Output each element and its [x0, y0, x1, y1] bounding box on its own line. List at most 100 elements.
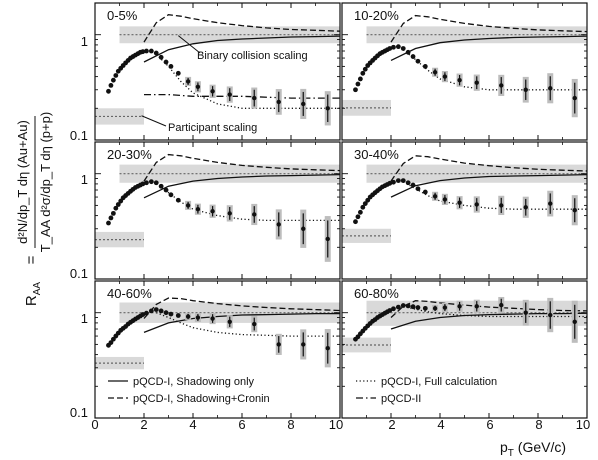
data-point	[362, 66, 368, 72]
data-point	[148, 308, 154, 314]
panel-title: 60-80%	[354, 286, 399, 301]
data-point	[144, 310, 149, 316]
data-point	[357, 209, 363, 215]
data-point	[362, 201, 368, 207]
annotation-participant-arrow	[141, 115, 167, 127]
y-tick-label-top-1: 1	[81, 34, 88, 49]
data-point	[168, 63, 174, 69]
x-axis-title-unit: (GeV/c)	[514, 439, 566, 455]
data-point	[227, 92, 232, 97]
data-point	[415, 305, 421, 310]
data-point	[252, 321, 257, 327]
data-point	[523, 310, 528, 315]
annotation-participant-scaling: Participant scaling	[168, 122, 257, 134]
data-point	[360, 70, 366, 76]
curve-dashed	[390, 155, 588, 182]
panel-10-20%: 10-20%	[341, 2, 588, 141]
y-tick-label-mid-01: 0.1	[70, 266, 88, 281]
x-tick-label-left-4: 4	[189, 417, 196, 432]
data-point	[442, 74, 448, 79]
data-point	[387, 180, 393, 186]
curve-solid	[390, 312, 588, 330]
data-point	[144, 180, 149, 186]
data-point	[175, 70, 181, 76]
legend-label: pQCD-II	[381, 393, 421, 405]
y-axis-title-raa: RAA	[23, 282, 43, 307]
curve-solid	[390, 173, 588, 198]
data-point	[405, 49, 411, 55]
data-point	[400, 46, 406, 51]
y-axis-title-numerator: d²N/dp_T dη (Au+Au)	[15, 120, 30, 244]
x-tick-label-right-4: 4	[437, 417, 444, 432]
data-point	[158, 183, 164, 189]
data-point	[432, 70, 438, 75]
data-point	[140, 49, 146, 55]
data-point	[252, 212, 257, 217]
data-point	[422, 189, 428, 195]
y-axis-title-r: R	[23, 295, 40, 306]
data-point	[113, 73, 119, 78]
x-tick-label-right-8: 8	[535, 417, 542, 432]
data-point	[395, 178, 401, 183]
data-point	[415, 58, 421, 64]
data-point	[457, 304, 462, 309]
data-point	[106, 88, 111, 94]
data-point	[405, 303, 411, 309]
data-point	[325, 106, 330, 111]
data-point	[353, 87, 358, 93]
panels-layer: 0-5% 10-20% 20-30% 30-40% 40-60% 60-80% Binary…	[94, 2, 588, 419]
panel-title: 30-40%	[354, 147, 399, 162]
panel-0-5%: 0-5%	[94, 2, 341, 141]
data-point	[276, 342, 281, 347]
panel-60-80%: 60-80%	[341, 280, 588, 419]
data-point	[572, 319, 577, 324]
curve-dashdot	[144, 93, 340, 99]
data-point	[357, 76, 363, 82]
data-point	[360, 204, 366, 210]
legend-label: pQCD-I, Shadowing only	[133, 376, 255, 388]
data-point	[158, 54, 164, 60]
annotations: Binary collision scaling Participant scal…	[141, 35, 308, 134]
x-tick-label-right-6: 6	[486, 417, 493, 432]
data-point	[110, 210, 116, 216]
data-point	[144, 48, 149, 54]
data-point	[158, 308, 164, 314]
y-axis-title-r-sub: AA	[32, 282, 43, 296]
data-point	[168, 311, 174, 317]
data-point	[432, 194, 438, 199]
data-point	[301, 226, 306, 231]
data-point	[457, 77, 462, 83]
data-point	[325, 236, 330, 242]
data-point	[395, 304, 401, 310]
data-point	[523, 205, 528, 210]
panel-30-40%: 30-40%	[341, 141, 588, 280]
data-point	[572, 208, 577, 213]
x-axis-title-p: p	[500, 439, 508, 455]
binary-scaling-band	[366, 26, 587, 44]
data-point	[391, 179, 396, 185]
data-point	[387, 46, 393, 51]
panel-background	[342, 3, 587, 140]
data-point	[415, 186, 421, 192]
data-point	[499, 83, 504, 88]
data-point	[422, 305, 428, 311]
data-point	[252, 95, 257, 101]
y-tick-label-top-01: 0.1	[70, 128, 88, 143]
x-tick-label-left-0: 0	[91, 417, 98, 432]
data-point	[276, 99, 281, 105]
data-point	[175, 197, 181, 203]
data-point	[301, 342, 306, 347]
y-axis-title-eq: =	[23, 255, 40, 264]
data-point	[391, 306, 396, 312]
data-point	[210, 89, 215, 94]
data-point	[410, 182, 416, 188]
curve-dashed	[143, 14, 341, 43]
data-point	[422, 63, 428, 69]
curve-solid	[143, 35, 341, 63]
data-point	[140, 181, 146, 187]
curve-dashed	[390, 14, 588, 43]
data-point	[325, 346, 330, 351]
binary-scaling-band	[119, 302, 340, 323]
data-point	[153, 50, 159, 56]
data-point	[210, 209, 215, 214]
